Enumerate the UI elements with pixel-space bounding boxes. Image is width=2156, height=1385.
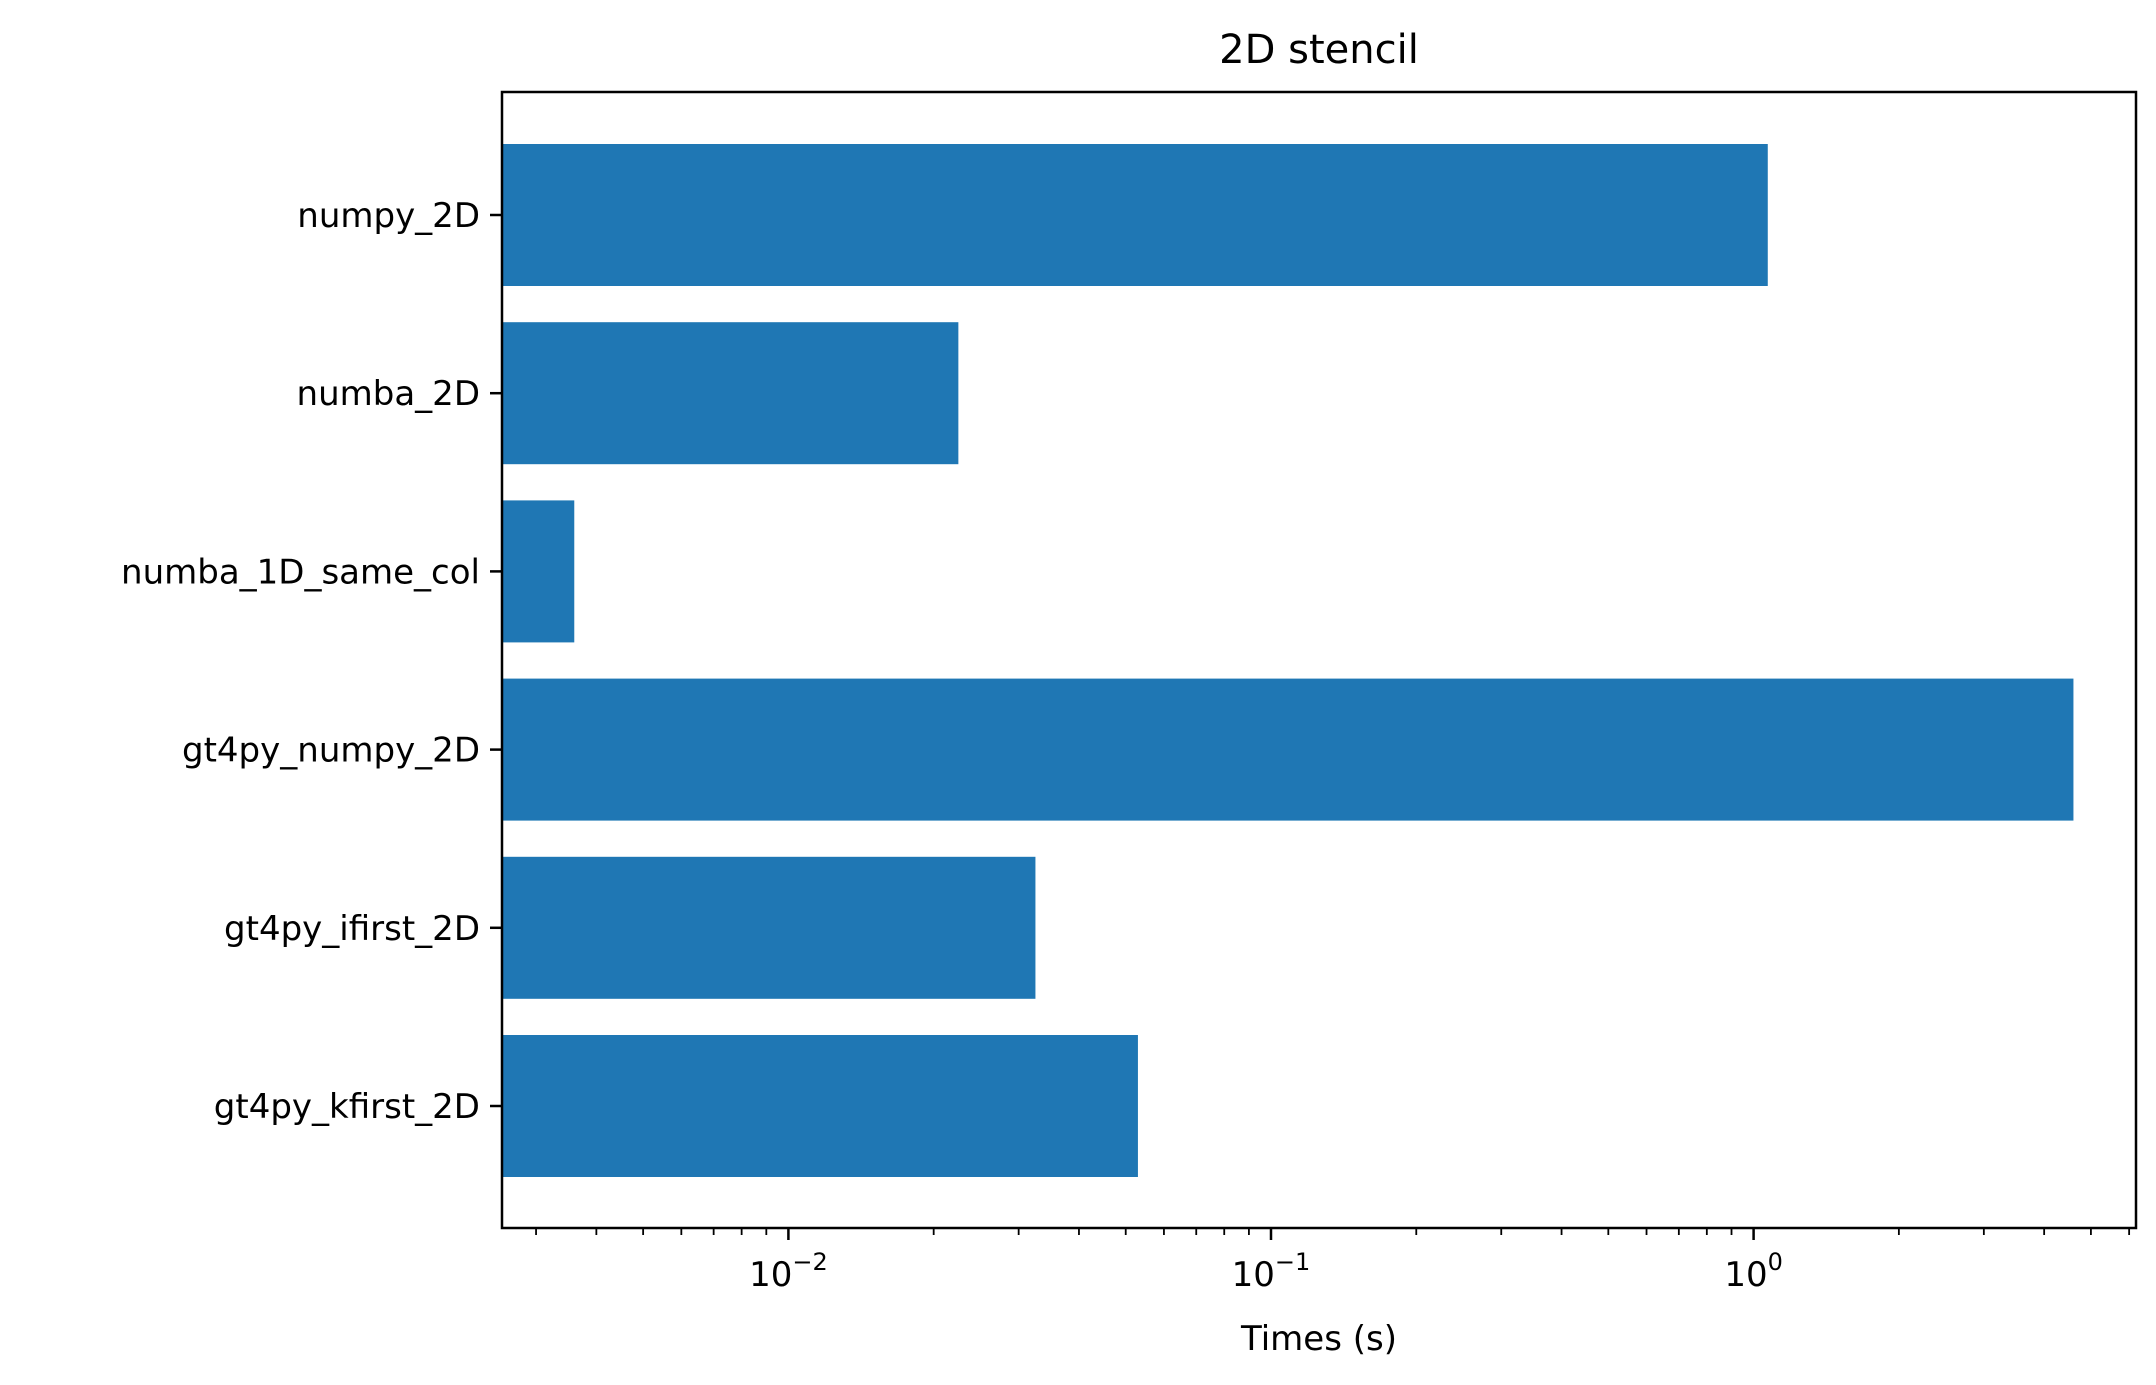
x-tick-label: 100 <box>1724 1248 1783 1295</box>
x-tick-label: 10−2 <box>749 1248 828 1295</box>
chart-title: 2D stencil <box>1219 27 1419 73</box>
y-tick-label: numba_2D <box>297 374 480 414</box>
bars-group <box>502 144 2074 1177</box>
y-tick-label: numba_1D_same_col <box>121 552 480 592</box>
bar-numpy_2D <box>502 144 1768 286</box>
bar-gt4py_ifirst_2D <box>502 856 1036 999</box>
y-axis: numpy_2D numba_2D numba_1D_same_col gt4py_n… <box>121 196 502 1127</box>
x-axis: 10−2 10−1 100 <box>535 1228 2131 1295</box>
y-tick-label: numpy_2D <box>297 196 480 236</box>
bar-numba_1D_same_col <box>502 500 575 643</box>
x-axis-label: Times (s) <box>1240 1319 1397 1359</box>
bar-gt4py_numpy_2D <box>502 678 2074 821</box>
bar-numba_2D <box>502 322 959 465</box>
bar-gt4py_kfirst_2D <box>502 1035 1138 1177</box>
plot-frame <box>500 90 2138 1230</box>
y-tick-label: gt4py_kfirst_2D <box>214 1087 480 1127</box>
x-tick-label: 10−1 <box>1232 1248 1311 1295</box>
y-tick-label: gt4py_ifirst_2D <box>224 909 480 949</box>
y-tick-label: gt4py_numpy_2D <box>182 731 480 771</box>
